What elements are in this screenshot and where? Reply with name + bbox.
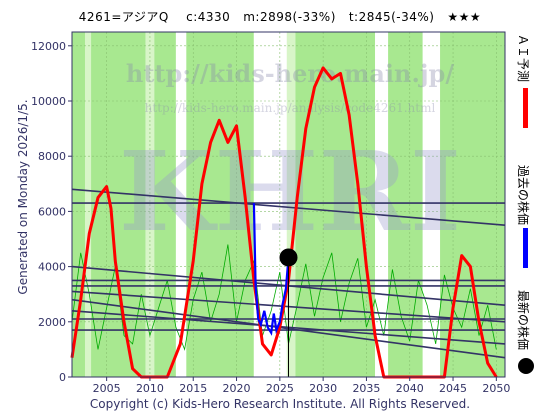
x-tick-label-2025: 2025 <box>266 382 294 395</box>
x-tick-label-2035: 2035 <box>352 382 380 395</box>
y-tick-label-6000: 6000 <box>38 205 66 218</box>
y-tick-label-4000: 4000 <box>38 261 66 274</box>
past-price-series <box>252 203 290 336</box>
x-tick-label-2005: 2005 <box>93 382 121 395</box>
watermark-logo: KHRI <box>119 127 461 256</box>
y-tick-label-10000: 10000 <box>31 95 66 108</box>
past-price-line <box>252 203 290 336</box>
trend-line-0 <box>71 188 506 226</box>
band-8 <box>286 32 296 377</box>
legend <box>518 88 534 374</box>
legend-label-latest: 最新の株価 <box>516 290 530 351</box>
x-tick-label-2020: 2020 <box>223 382 251 395</box>
legend-swatch-ai <box>523 88 528 128</box>
chart-title: 4261=アジアQ c:4330 m:2898(-33%) t:2845(-34… <box>78 10 482 24</box>
x-tick-label-2045: 2045 <box>439 382 467 395</box>
watermark-url: http://kids-hero.main.jp/ <box>126 59 454 88</box>
legend-swatch-past <box>523 228 528 268</box>
legend-label-ai: ＡＩ予測 <box>516 34 530 83</box>
y-tick-label-12000: 12000 <box>31 40 66 53</box>
y-tick-label-8000: 8000 <box>38 150 66 163</box>
watermark: http://kids-hero.main.jp/http://kids-her… <box>119 59 461 256</box>
axes: 2005 2010 2015 2020 2025 2030 2035 2040 2045 2050… <box>31 31 510 395</box>
copyright-notice: Copyright (c) Kids-Hero Research Institu… <box>89 397 471 411</box>
band-12 <box>422 32 441 377</box>
band-0 <box>72 32 85 377</box>
plot-frame <box>71 31 506 378</box>
x-tick-label-2040: 2040 <box>396 382 424 395</box>
x-tick-label-2015: 2015 <box>179 382 207 395</box>
legend-swatch-latest <box>518 358 534 374</box>
band-1 <box>84 32 92 377</box>
watermark-url-detail: http://kids-hero.main.jp/analysis/code42… <box>145 101 436 115</box>
y-tick-label-2000: 2000 <box>38 316 66 329</box>
generated-date-label: Generated on Monday 2026/1/5. <box>16 99 30 295</box>
latest-price-dot <box>279 248 298 267</box>
x-tick-label-2050: 2050 <box>482 382 510 395</box>
band-5 <box>175 32 187 377</box>
band-4 <box>154 32 176 377</box>
y-tick-label-0: 0 <box>59 371 66 384</box>
grid-lines <box>72 32 505 378</box>
x-tick-label-2030: 2030 <box>309 382 337 395</box>
band-10 <box>375 32 389 377</box>
x-tick-label-2010: 2010 <box>136 382 164 395</box>
latest-price-marker <box>279 248 298 377</box>
legend-label-past: 過去の株価 <box>516 165 530 226</box>
